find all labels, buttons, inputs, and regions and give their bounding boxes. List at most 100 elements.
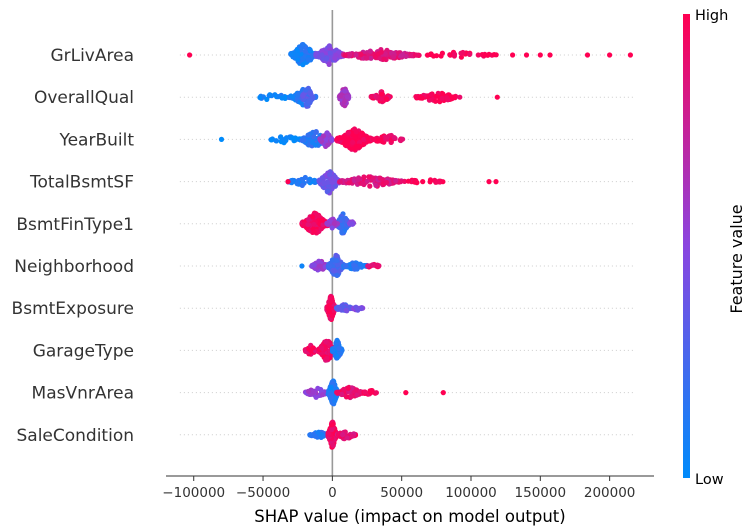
feature-label-MasVnrArea: MasVnrArea — [32, 384, 134, 404]
shap-point — [302, 174, 308, 181]
shap-point — [310, 345, 316, 351]
shap-point — [311, 229, 317, 235]
shap-point — [294, 48, 300, 54]
shap-point — [355, 307, 361, 313]
shap-point — [305, 132, 311, 138]
x-tick-label: 50000 — [380, 485, 423, 501]
shap-point — [340, 432, 346, 438]
shap-point-outlier — [493, 179, 499, 185]
shap-point — [350, 139, 356, 145]
shap-point — [365, 135, 371, 141]
shap-point — [309, 139, 315, 145]
shap-point — [366, 174, 372, 180]
shap-point — [383, 96, 390, 102]
shap-point — [393, 177, 399, 184]
shap-point — [405, 178, 411, 184]
shap-point-outlier — [509, 52, 516, 58]
shap-point — [329, 313, 335, 319]
shap-point — [451, 51, 458, 57]
colorbar-gradient — [683, 14, 690, 478]
shap-point — [378, 49, 384, 55]
shap-point — [409, 52, 415, 59]
feature-label-Neighborhood: Neighborhood — [14, 257, 134, 277]
shap-point — [428, 91, 434, 98]
shap-point — [310, 389, 316, 396]
shap-point — [357, 261, 363, 267]
shap-point — [319, 52, 325, 58]
shap-point — [334, 257, 340, 264]
shap-point — [326, 263, 333, 269]
colorbar-title: Feature value — [727, 204, 746, 313]
colorbar-high-label: High — [695, 8, 728, 24]
shap-point — [332, 55, 338, 61]
x-tick-label: 0 — [328, 485, 337, 501]
shap-point — [307, 176, 313, 182]
shap-point — [334, 262, 340, 268]
shap-point — [345, 385, 351, 391]
shap-point — [336, 345, 342, 351]
feature-label-BsmtFinType1: BsmtFinType1 — [16, 215, 134, 235]
shap-point — [303, 87, 309, 93]
shap-point — [317, 263, 323, 269]
shap-point — [307, 432, 314, 438]
shap-point — [326, 43, 332, 49]
shap-point — [326, 61, 332, 67]
shap-point — [427, 179, 433, 185]
shap-point — [358, 51, 364, 58]
shap-point — [289, 178, 295, 184]
shap-point — [301, 137, 307, 143]
shap-point-outlier — [299, 263, 305, 269]
shap-point — [354, 144, 360, 150]
shap-point — [440, 91, 446, 97]
shap-point — [439, 95, 445, 101]
shap-point — [350, 132, 356, 138]
shap-point — [288, 93, 294, 99]
x-tick-label: 150000 — [515, 485, 567, 501]
shap-point — [333, 252, 339, 258]
shap-point — [324, 55, 330, 62]
shap-point — [444, 95, 450, 101]
shap-point — [402, 178, 408, 184]
shap-point — [349, 221, 355, 227]
shap-point — [306, 98, 312, 104]
shap-point — [382, 51, 388, 57]
shap-point — [335, 135, 341, 141]
shap-point — [326, 431, 332, 437]
shap-point — [438, 53, 444, 59]
shap-point — [460, 49, 466, 56]
shap-point — [343, 307, 349, 313]
shap-point — [329, 225, 335, 231]
shap-point — [342, 263, 348, 269]
shap-point — [299, 42, 305, 48]
shap-point-outlier — [537, 52, 543, 58]
shap-point — [451, 94, 457, 100]
shap-point — [329, 257, 335, 263]
x-tick-label: −50000 — [236, 485, 290, 501]
shap-point — [318, 226, 324, 232]
shap-point — [346, 51, 352, 57]
shap-point — [360, 181, 366, 187]
shap-point — [293, 52, 299, 58]
shap-point — [332, 268, 338, 274]
shap-point — [324, 355, 330, 361]
shap-point — [289, 135, 296, 141]
shap-point — [317, 136, 323, 142]
shap-point — [325, 142, 331, 148]
shap-point — [343, 143, 349, 149]
shap-point — [339, 135, 345, 141]
shap-point — [268, 137, 275, 143]
shap-point — [491, 52, 497, 58]
shap-point — [346, 180, 352, 186]
shap-point — [367, 48, 373, 54]
shap-points — [187, 42, 634, 450]
shap-point — [327, 172, 333, 178]
shap-point — [332, 398, 338, 404]
feature-label-SaleCondition: SaleCondition — [16, 426, 134, 446]
shap-point — [319, 175, 325, 181]
feature-labels: GrLivArea OverallQual YearBuilt TotalBsmtSF… — [12, 46, 135, 446]
feature-points-YearBuilt — [218, 126, 406, 153]
shap-point — [298, 51, 304, 57]
shap-point — [354, 392, 360, 398]
shap-point — [318, 432, 324, 438]
shap-point — [457, 94, 463, 100]
